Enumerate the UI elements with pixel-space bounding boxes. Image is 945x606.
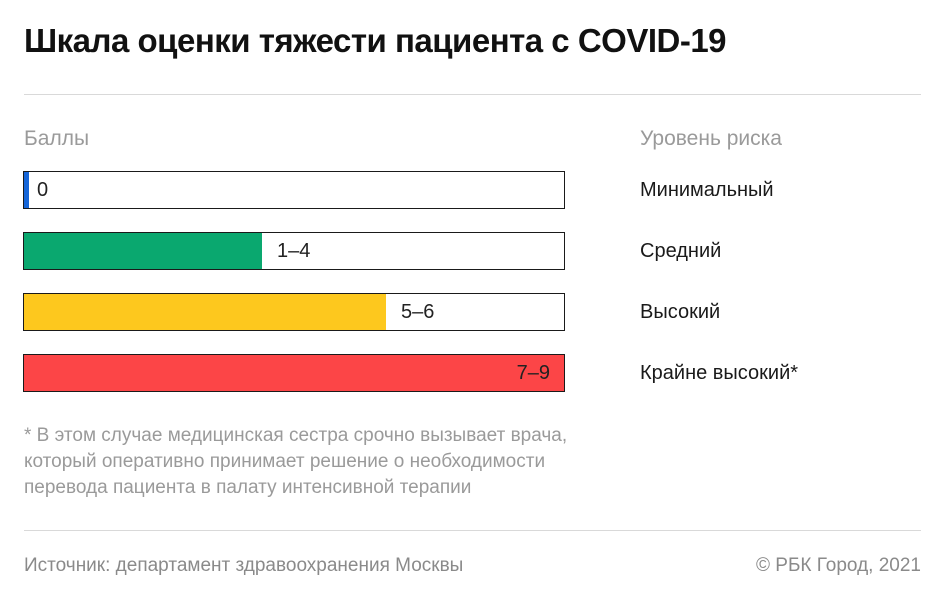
bar-fill — [24, 233, 262, 269]
bar-score-label: 5–6 — [401, 301, 435, 323]
bar-score-label: 1–4 — [277, 240, 311, 262]
bar-score-label: 0 — [37, 179, 49, 201]
top-divider — [24, 94, 921, 95]
bar-fill — [24, 355, 564, 391]
risk-level-header: Уровень риска — [640, 127, 782, 150]
bottom-divider — [24, 530, 921, 531]
bar-row: 1–4 Средний — [0, 232, 945, 270]
footnote-line: перевода пациента в палату интенсивной т… — [24, 477, 472, 498]
source-note: Источник: департамент здравоохранения Мо… — [24, 555, 464, 576]
bar-track: 0 — [23, 171, 565, 209]
footnote-line: который оперативно принимает решение о н… — [24, 451, 546, 472]
footnote: * В этом случае медицинская сестра срочн… — [24, 423, 724, 501]
bar-score-label: 7–9 — [516, 362, 550, 384]
footnote-line: * В этом случае медицинская сестра срочн… — [24, 425, 568, 446]
bar-track: 5–6 — [23, 293, 565, 331]
bar-row: 7–9 Крайне высокий* — [0, 354, 945, 392]
chart-title: Шкала оценки тяжести пациента с COVID-19 — [24, 22, 727, 59]
bar-fill — [24, 294, 386, 330]
risk-level-label: Средний — [640, 240, 722, 262]
copyright-credit: © РБК Город, 2021 — [756, 555, 921, 576]
risk-level-label: Минимальный — [640, 179, 774, 201]
bar-row: 0 Минимальный — [0, 171, 945, 209]
risk-level-label: Крайне высокий* — [640, 362, 799, 384]
scores-header: Баллы — [24, 127, 90, 150]
bar-fill — [24, 172, 29, 208]
bar-track: 1–4 — [23, 232, 565, 270]
bar-track: 7–9 — [23, 354, 565, 392]
bar-row: 5–6 Высокий — [0, 293, 945, 331]
risk-level-label: Высокий — [640, 301, 721, 323]
